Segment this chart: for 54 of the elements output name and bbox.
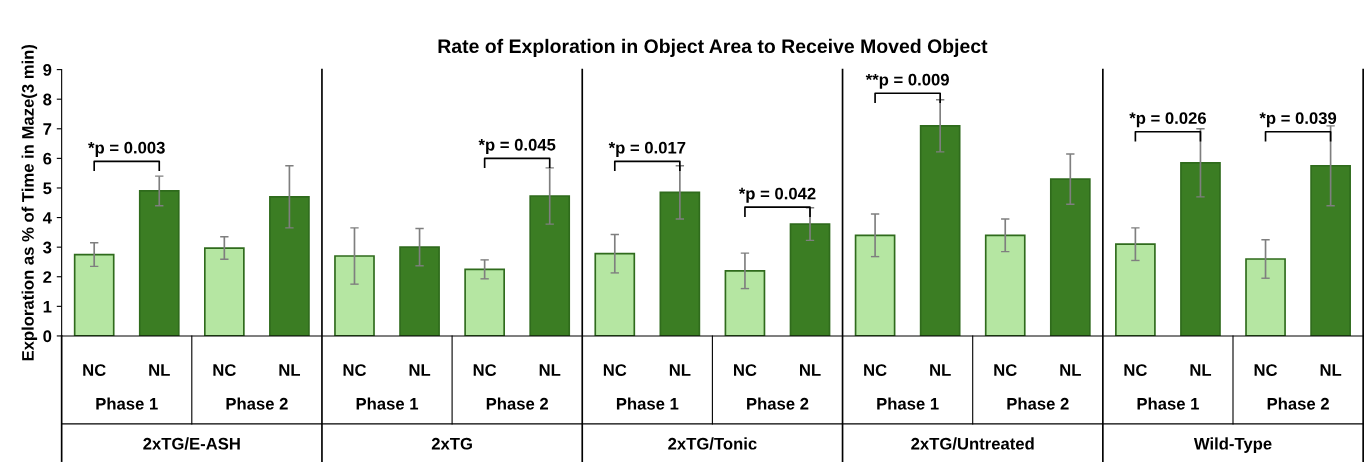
x-tick-label: NL [279,364,301,376]
y-tick-label: 6 [43,152,52,165]
text: Phase 1 [356,397,419,410]
x-tick-label: NC [213,364,236,376]
text: 2xTG/Tonic [668,437,757,450]
x-tick-label: NC [1124,364,1147,376]
text: 2xTG [431,437,472,450]
text: Phase 1 [616,397,679,410]
x-tick-label: NL [1320,364,1342,376]
y-tick-label: 4 [42,212,52,224]
text: 2xTG/E-ASH [143,437,240,450]
y-axis-title: Exploration as % of Time in Maze(3 min) [21,44,38,361]
text: Phase 1 [1137,397,1199,410]
x-tick-label: NC [83,364,106,376]
y-tick-label: 9 [43,64,52,76]
x-tick-label: NL [930,364,951,376]
x-tick-label: NC [994,364,1017,376]
y-tick-label: 7 [43,123,52,135]
x-tick-label: NC [1254,364,1278,376]
text: Phase 2 [1267,397,1329,410]
text: Phase 2 [486,397,549,410]
x-tick-label: NL [149,364,170,376]
x-tick-label: NL [800,364,821,376]
x-tick-label: NL [539,364,561,376]
annotation: **p = 0.009 [865,73,949,89]
text: Phase 2 [226,397,288,410]
annotation: *p = 0.042 [738,187,816,203]
text: Phase 2 [1007,397,1069,410]
text: Wild-Type [1193,437,1272,453]
y-tick-label: 1 [43,300,52,313]
x-tick-label: NL [409,364,431,376]
y-tick-label: 3 [43,241,52,254]
text: Phase 1 [877,397,939,410]
annotation: *p = 0.017 [608,141,686,157]
annotation: *p = 0.045 [478,138,556,154]
x-tick-label: NC [343,364,367,376]
y-tick-label: 8 [43,93,52,106]
x-tick-label: NL [669,364,691,376]
y-tick-label: 5 [43,182,52,195]
x-tick-label: NC [734,364,757,376]
annotation: *p = 0.039 [1259,112,1337,128]
x-tick-label: NC [603,364,627,376]
annotation: *p = 0.026 [1129,112,1207,128]
x-tick-label: NC [473,364,497,376]
y-tick-label: 0 [43,330,52,343]
x-tick-label: NC [864,364,887,376]
y-tick-label: 2 [43,271,52,283]
text: Phase 1 [96,397,158,410]
x-tick-label: NL [1190,364,1212,376]
text: Phase 2 [747,397,809,410]
text: 2xTG/Untreated [911,437,1034,450]
chart-title: Rate of Exploration in Object Area to Receive Moved Object [438,38,988,57]
annotation: *p = 0.003 [88,141,165,157]
x-tick-label: NL [1060,364,1081,376]
